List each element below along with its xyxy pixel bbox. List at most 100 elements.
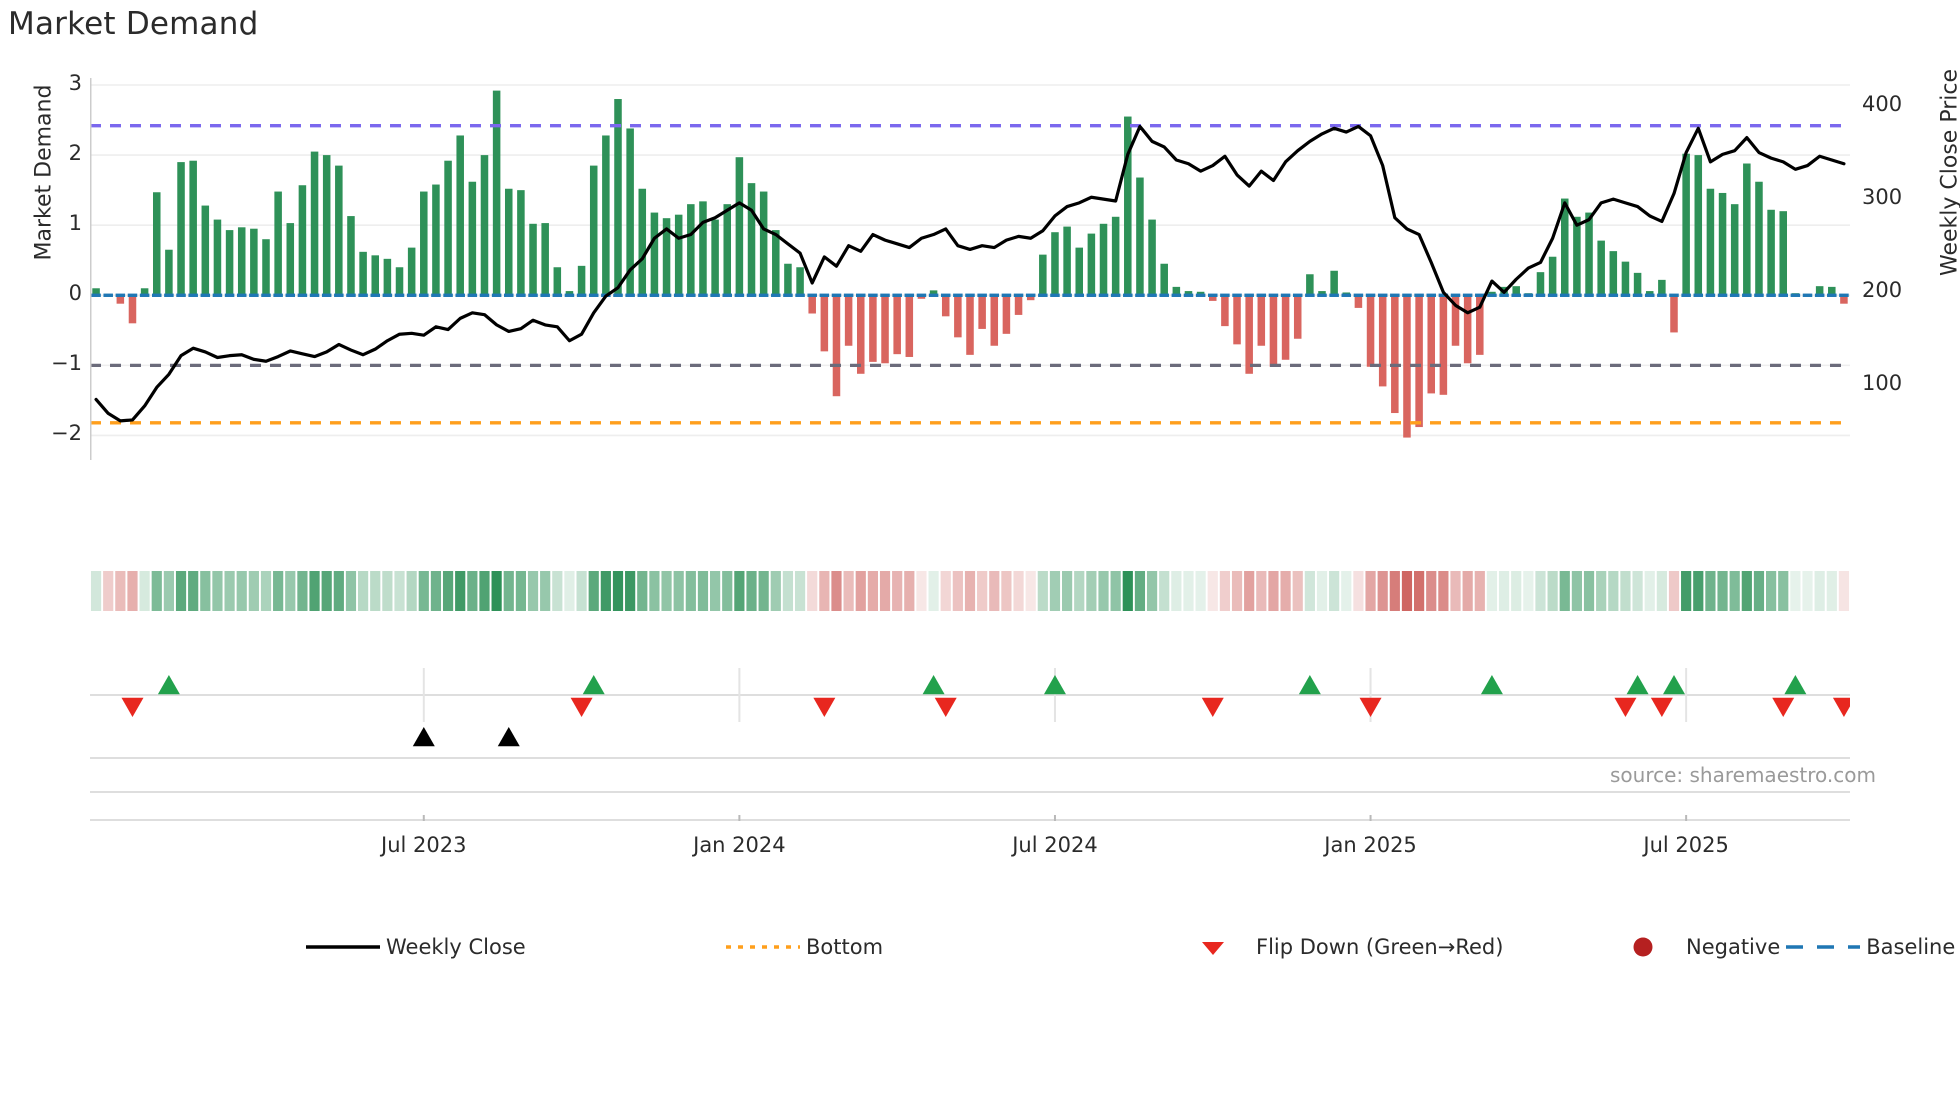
heatmap-cell [1231,571,1243,611]
demand-bar [152,192,161,296]
x-axis-tick: Jul 2025 [1643,833,1729,857]
demand-bar [1391,295,1399,414]
demand-bar [626,128,634,296]
heatmap-cell [1146,571,1158,611]
heatmap-cell [807,571,818,611]
legend-item-label: Baseline (0) [1866,935,1960,959]
heatmap-cell [1074,571,1085,611]
legend-item[interactable]: Weekly Close [300,928,720,966]
heatmap-cell [855,571,866,611]
heatmap-cell [1826,571,1837,611]
heatmap-cell [236,571,247,611]
demand-bar [1427,295,1436,394]
demand-bar [504,188,513,296]
heatmap-cell [273,571,284,611]
demand-bar [796,267,804,296]
heatmap-cell [479,571,490,611]
heatmap-cell [1693,571,1704,611]
demand-bar [128,295,137,324]
demand-bar [917,295,926,299]
demand-bar [1366,295,1375,367]
demand-bar [237,227,246,296]
demand-bar [1560,198,1569,296]
heatmap-cell [1802,571,1813,611]
heatmap-cell [916,571,927,611]
demand-bar [966,295,974,355]
heatmap-cell [722,571,733,611]
demand-bar [1002,295,1011,334]
heatmap-cell [455,571,466,611]
demand-bar [1039,254,1047,296]
demand-bar [1306,274,1314,296]
flip-marker-area [90,640,1850,821]
heatmap-cell [1729,571,1740,611]
demand-bar [893,295,901,355]
chart-legend: Weekly Close Bottom Flip Down (Green→Red) N… [300,928,1960,966]
demand-bar [1682,153,1690,296]
demand-bar [1512,286,1520,296]
heatmap-cell [309,571,320,611]
heatmap-cell [1583,571,1595,611]
heatmap-cell [1814,571,1825,611]
flip-up-marker [1663,675,1685,695]
y-axis-right-tick: 100 [1862,371,1903,396]
heatmap-cell [1596,571,1607,611]
heatmap-cell [321,571,332,611]
heatmap-cell [1498,571,1510,611]
price-cross-marker [412,727,435,747]
legend-item-label: Flip Down (Green→Red) [1256,935,1504,959]
demand-bar [1548,256,1557,296]
demand-bar [747,183,756,296]
heatmap-cell [989,571,1000,611]
legend-item[interactable]: Bottom [720,928,1170,966]
demand-bar [978,295,986,329]
flip-down-marker [1832,697,1850,717]
legend-item[interactable]: Flip Down (Green→Red) [1170,928,1600,966]
heatmap-cell [928,571,939,611]
demand-bar [1694,155,1703,296]
legend-item[interactable]: Baseline (0) [1780,928,1960,966]
heatmap-svg [90,571,1850,611]
heatmap-cell [661,571,672,611]
flip-up-marker [1626,675,1649,695]
heatmap-cell [1195,571,1206,611]
demand-bar [1573,216,1581,296]
heatmap-cell [175,571,187,611]
heatmap-cell [1110,571,1121,611]
demand-bar [1463,295,1472,364]
demand-bar [517,190,525,296]
demand-bar [225,230,234,296]
heatmap-cell [1329,571,1340,611]
legend-item[interactable]: Negative [1600,928,1780,966]
heatmap-cell [831,571,842,611]
x-axis-tick: Jan 2024 [693,833,786,857]
demand-bar [1536,272,1545,296]
demand-bar [1767,209,1775,296]
heatmap-cell [1450,571,1461,611]
demand-bar [869,295,877,362]
heatmap-cell [1062,571,1073,611]
demand-bar [905,295,914,357]
heatmap-cell [697,571,709,611]
demand-bar [1257,295,1266,346]
demand-bar [1233,295,1241,345]
demand-bar [941,295,950,317]
demand-bar [335,165,343,296]
page-title: Market Demand [8,6,259,42]
demand-bar [1743,163,1751,296]
demand-bar [1779,211,1788,296]
heatmap-cell [576,571,587,611]
heatmap-cell [1766,571,1777,611]
demand-bar [1026,295,1035,301]
heatmap-cell [491,571,502,611]
heatmap-cell [879,571,891,611]
heatmap-cell [867,571,878,611]
y-axis-left-tick: 3 [68,71,82,95]
heatmap-cell [977,571,988,611]
y-axis-right-tick: 400 [1862,91,1903,116]
flip-up-marker [1043,675,1066,695]
demand-bar [699,201,707,296]
demand-bar [432,184,440,296]
demand-bar [1597,240,1605,296]
